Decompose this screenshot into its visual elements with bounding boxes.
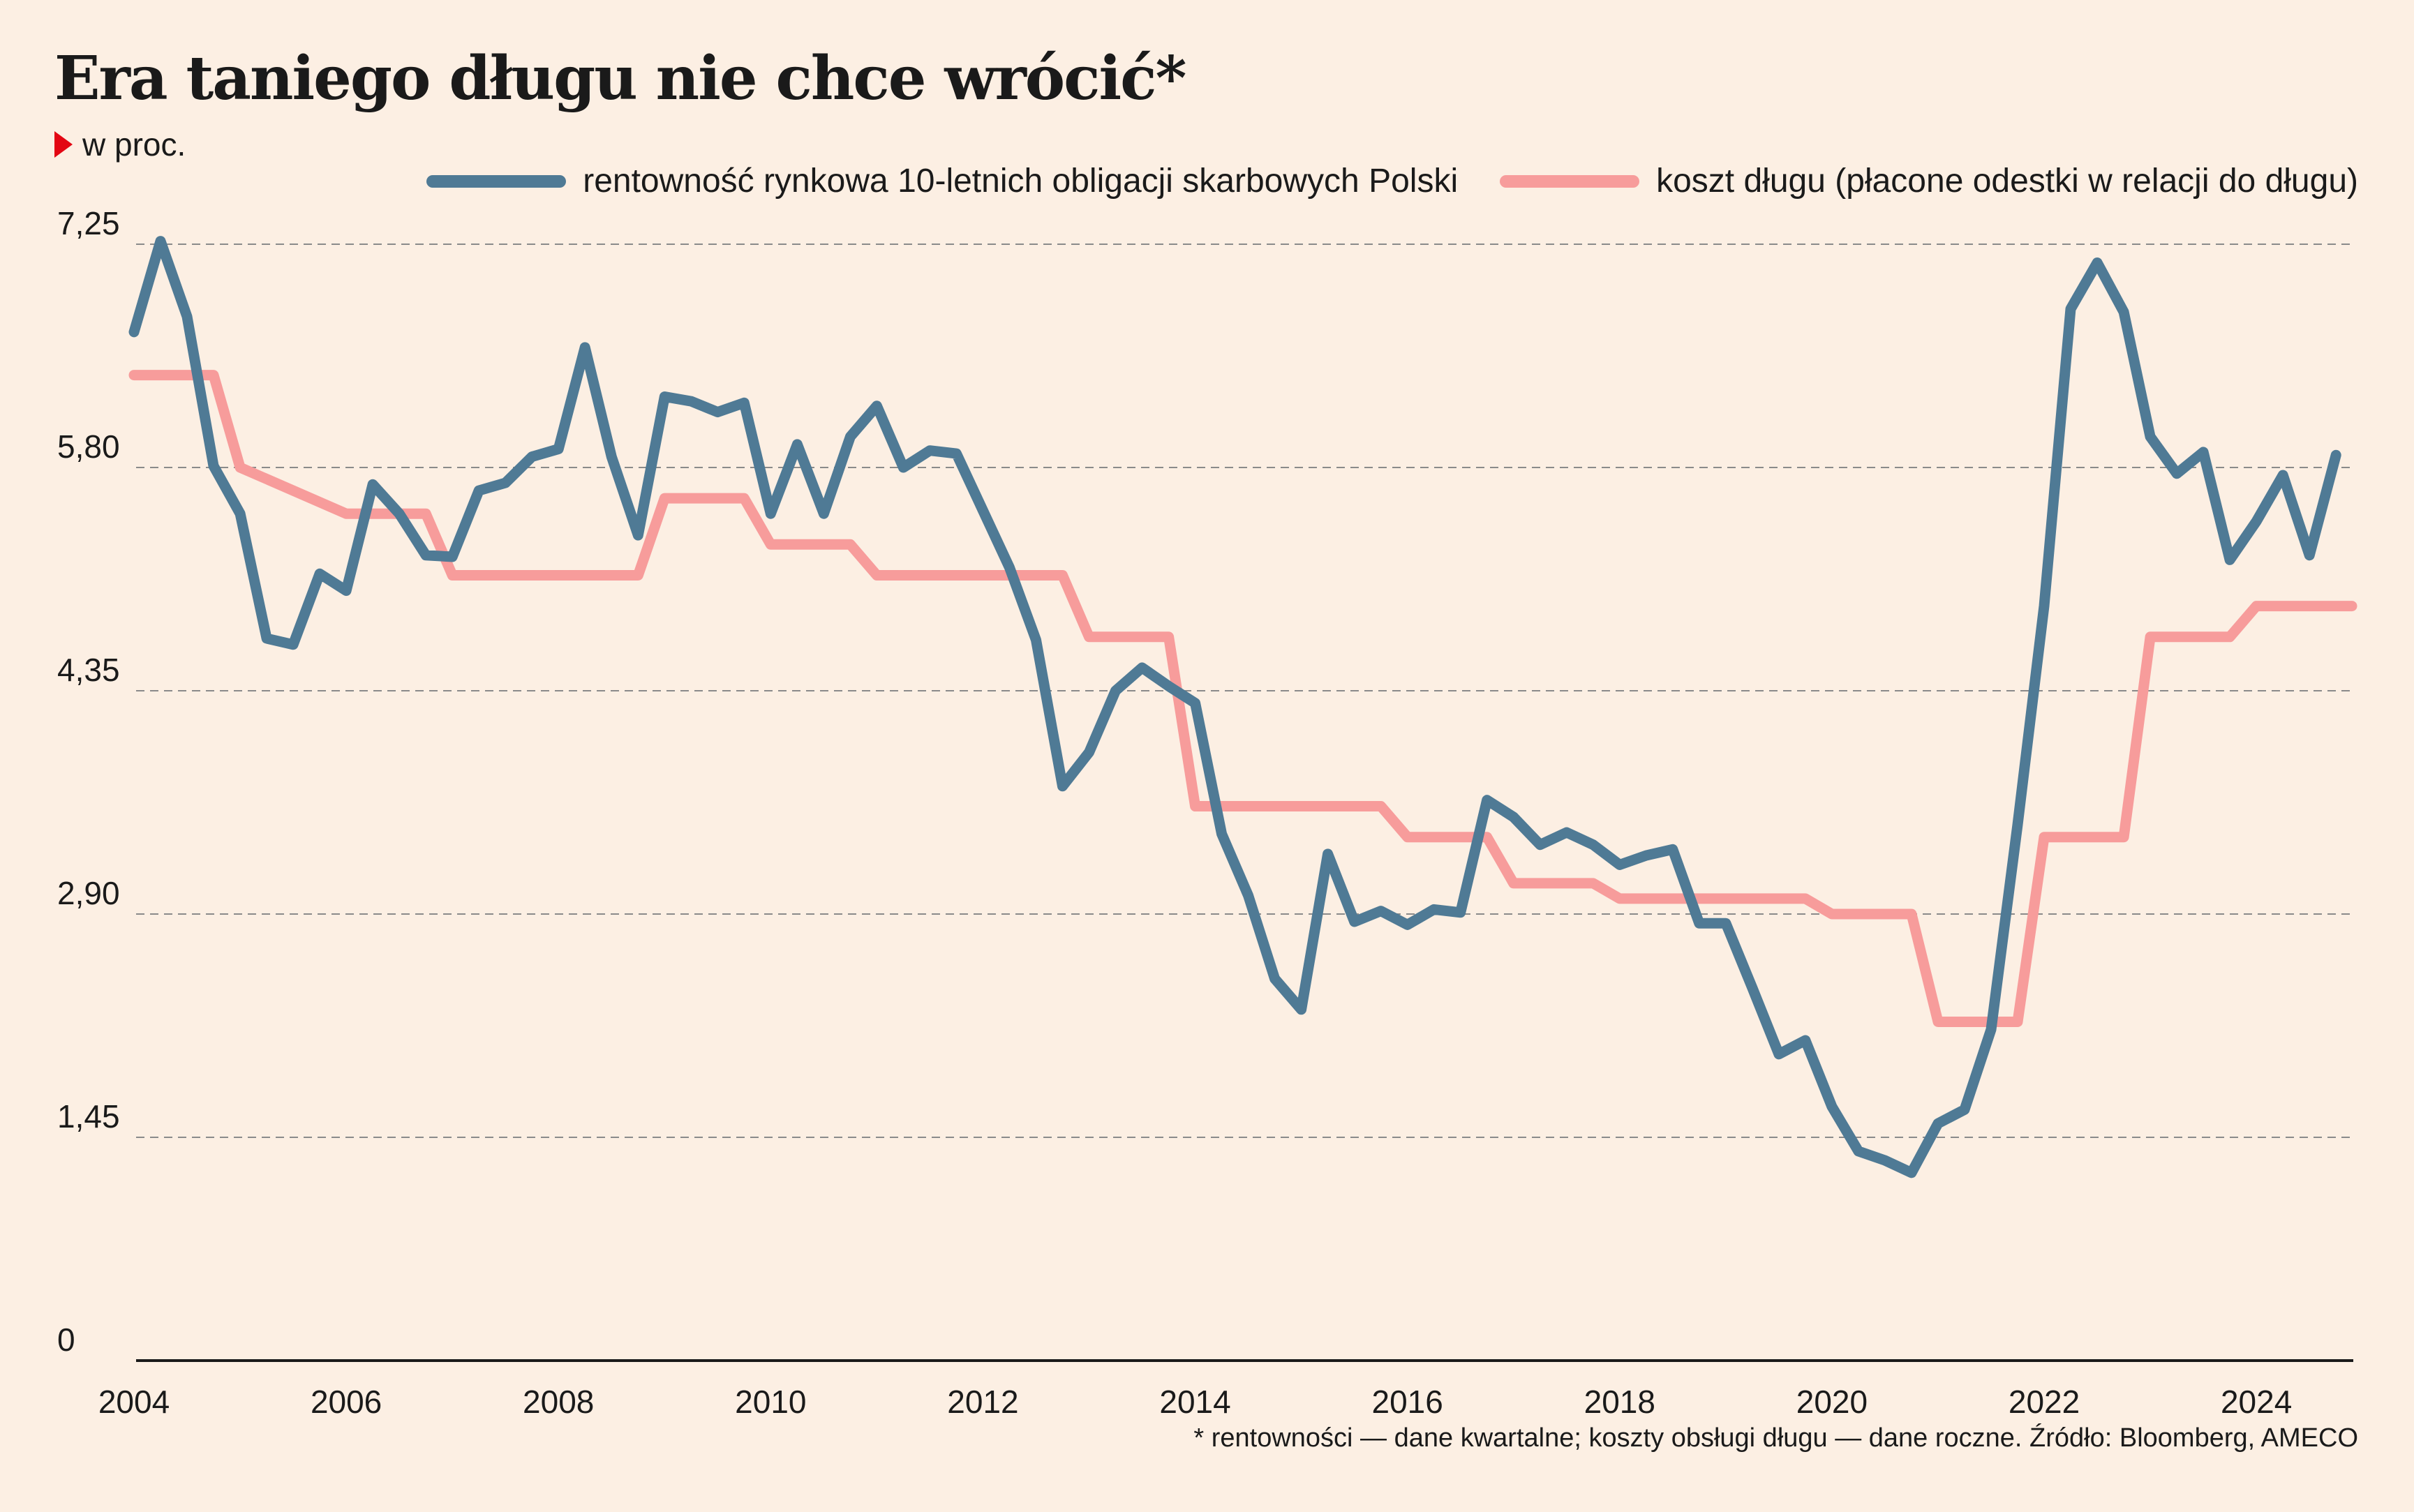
- x-tick-label: 2014: [1159, 1384, 1230, 1420]
- y-tick-label: 1,45: [57, 1098, 120, 1135]
- y-axis-labels: 7,25 5,80 4,35 2,90 1,45 0: [57, 205, 120, 1358]
- legend: rentowność rynkowa 10-letnich obligacji …: [426, 162, 2358, 200]
- triangle-marker-icon: [54, 131, 73, 158]
- series-lines: [128, 236, 2357, 1178]
- legend-label-debt-cost: koszt długu (płacone odestki w relacji d…: [1656, 163, 2358, 200]
- y-tick-label: 5,80: [57, 428, 120, 465]
- series-line-debt-cost: [128, 370, 2357, 1027]
- grid-lines: [136, 244, 2353, 1138]
- footnote: * rentowności — dane kwartalne; koszty o…: [1193, 1423, 2358, 1453]
- y-tick-label: 4,35: [57, 652, 120, 688]
- legend-swatch-debt-cost: [1500, 174, 1640, 188]
- legend-item-debt-cost: koszt długu (płacone odestki w relacji d…: [1500, 162, 2358, 200]
- x-tick-label: 2024: [2221, 1384, 2292, 1420]
- x-tick-label: 2018: [1584, 1384, 1655, 1420]
- x-tick-label: 2004: [98, 1384, 170, 1420]
- series-line-yield: [128, 236, 2341, 1178]
- x-tick-label: 2012: [947, 1384, 1018, 1420]
- y-tick-label: 0: [57, 1322, 75, 1358]
- x-tick-label: 2016: [1372, 1384, 1443, 1420]
- y-tick-label: 2,90: [57, 875, 120, 911]
- x-tick-label: 2022: [2009, 1384, 2080, 1420]
- x-tick-label: 2020: [1796, 1384, 1868, 1420]
- unit-text: w proc.: [82, 126, 186, 163]
- x-axis-labels: 2004 2006 2008 2010 2012 2014 2016 2018 2020 2022…: [98, 1384, 2292, 1420]
- unit-label: w proc.: [54, 126, 186, 163]
- x-tick-label: 2006: [311, 1384, 382, 1420]
- y-tick-label: 7,25: [57, 205, 120, 241]
- x-tick-label: 2008: [523, 1384, 594, 1420]
- chart-title: Era taniego długu nie chce wrócić*: [54, 43, 1187, 114]
- legend-label-yield: rentowność rynkowa 10-letnich obligacji …: [583, 163, 1459, 200]
- x-tick-label: 2010: [735, 1384, 806, 1420]
- legend-item-yield: rentowność rynkowa 10-letnich obligacji …: [426, 162, 1458, 200]
- legend-swatch-yield: [426, 174, 567, 188]
